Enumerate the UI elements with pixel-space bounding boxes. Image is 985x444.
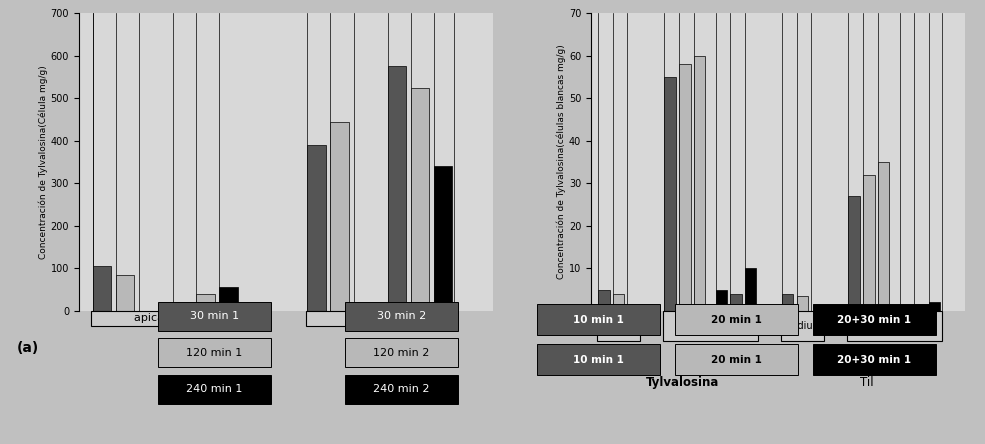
Bar (878, 162, 889, 311)
Text: medium: medium (599, 321, 638, 331)
Bar (330, 122, 349, 311)
Text: Til: Til (860, 376, 874, 388)
Text: cell: cell (702, 321, 719, 331)
Bar (613, 294, 624, 311)
Bar (433, 166, 452, 311)
Bar (93, 266, 111, 311)
Text: cell: cell (370, 313, 389, 323)
Text: medium: medium (782, 321, 822, 331)
Text: 20 min 1: 20 min 1 (711, 355, 761, 365)
Bar (598, 289, 610, 311)
Bar (387, 67, 406, 311)
Bar (220, 286, 237, 311)
Text: 10 min 1: 10 min 1 (573, 315, 624, 325)
Bar (715, 289, 727, 311)
Bar (847, 311, 942, 341)
Bar (693, 56, 705, 311)
Bar (863, 175, 875, 311)
Text: 10 min 1: 10 min 1 (573, 355, 624, 365)
Text: 240 min 1: 240 min 1 (186, 384, 242, 394)
Bar (196, 294, 215, 311)
Bar (797, 296, 808, 311)
Text: 30 min 2: 30 min 2 (376, 311, 426, 321)
Bar (730, 294, 742, 311)
Bar (116, 275, 134, 311)
Bar (411, 88, 429, 311)
Text: 30 min 1: 30 min 1 (190, 311, 238, 321)
Text: 20+30 min 1: 20+30 min 1 (837, 315, 911, 325)
Bar (307, 145, 326, 311)
Bar (781, 311, 824, 341)
Bar (597, 311, 640, 341)
Text: 120 min 2: 120 min 2 (373, 348, 429, 358)
Bar (92, 311, 239, 326)
Text: 240 min 2: 240 min 2 (373, 384, 429, 394)
Bar (848, 196, 860, 311)
Text: 120 min 1: 120 min 1 (186, 348, 242, 358)
Bar (745, 268, 756, 311)
Text: Tylvalosina: Tylvalosina (646, 376, 720, 388)
Y-axis label: Concentración de Tylvalosina(células blancas mg/g): Concentración de Tylvalosina(células bla… (557, 45, 566, 279)
Text: 20 min 1: 20 min 1 (711, 315, 761, 325)
Y-axis label: Concentración de Tylvalosina(Célula mg/g): Concentración de Tylvalosina(Célula mg/g… (38, 65, 48, 259)
Bar (679, 64, 690, 311)
Text: 20+30 min 1: 20+30 min 1 (837, 355, 911, 365)
Bar (665, 77, 676, 311)
Bar (305, 311, 454, 326)
Text: (a): (a) (17, 341, 39, 355)
Bar (929, 302, 941, 311)
Bar (663, 311, 757, 341)
Bar (782, 294, 794, 311)
Text: apical med: apical med (135, 313, 196, 323)
Text: cell: cell (886, 321, 903, 331)
Text: (b).: (b). (561, 346, 586, 360)
